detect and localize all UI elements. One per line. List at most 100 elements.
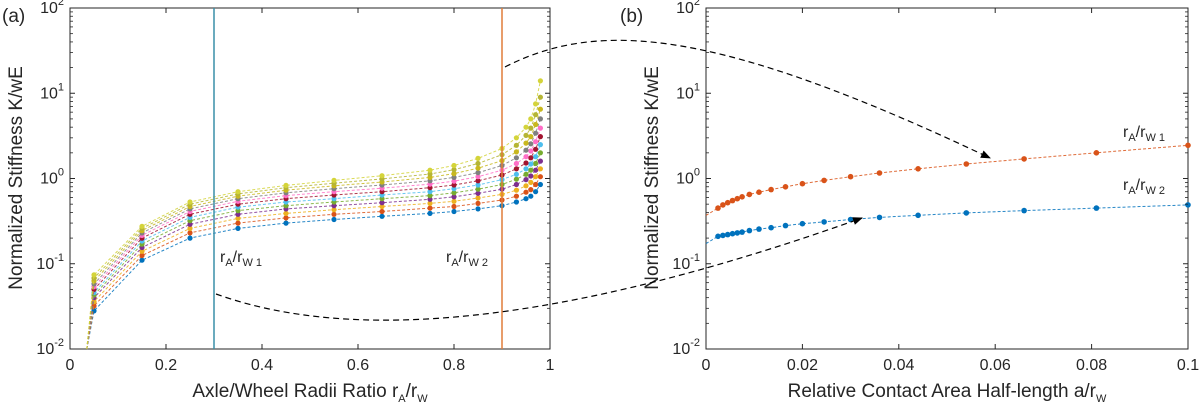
data-point [537, 150, 544, 156]
data-point [513, 187, 520, 193]
data-point [756, 226, 762, 232]
data-point [451, 208, 457, 215]
x-tick-label: 0 [702, 357, 711, 374]
series [705, 202, 1191, 245]
data-point [513, 199, 520, 205]
data-point [513, 176, 520, 182]
data-point [533, 101, 539, 107]
data-point [283, 210, 289, 216]
data-point [724, 199, 731, 206]
data-point [475, 165, 481, 171]
y-tick-label: 101 [676, 81, 700, 102]
annotation-rw2: rA/rW 2 [446, 249, 488, 269]
panel-a-y-ticks: 10-2 10-1 100 101 102 [36, 0, 550, 358]
data-point [523, 183, 529, 189]
panel-b-y-axis-label: Normalized Stiffness K/wE [642, 66, 663, 290]
data-point [533, 154, 539, 160]
data-point [746, 191, 753, 198]
series-label-rw1: rA/rW 1 [1123, 124, 1165, 144]
data-point [427, 171, 433, 177]
data-point [528, 155, 534, 161]
data-point [427, 205, 433, 211]
panel-b-x-ticks: 0 0.02 0.04 0.06 0.08 0.1 [702, 8, 1199, 374]
data-point [283, 220, 289, 226]
panel-b-series-group [705, 142, 1191, 245]
data-point [475, 190, 481, 196]
data-point [523, 124, 529, 130]
data-point [187, 221, 193, 227]
data-point [475, 174, 481, 180]
data-point [427, 185, 433, 191]
data-point [513, 142, 520, 148]
data-point [451, 190, 457, 196]
data-point [475, 155, 481, 161]
data-point [91, 272, 97, 278]
data-point [451, 182, 457, 188]
data-point [768, 186, 774, 193]
data-point [283, 203, 289, 209]
data-point [513, 135, 520, 141]
data-point [739, 229, 745, 235]
data-point [283, 215, 289, 221]
data-point [523, 140, 529, 146]
data-point [537, 166, 544, 172]
panel-b-y-ticks: 10-2 10-1 100 101 102 [672, 0, 1188, 358]
data-point [734, 195, 741, 202]
data-point [537, 174, 544, 180]
data-point [915, 212, 921, 219]
y-tick-label: 100 [676, 167, 700, 188]
data-point [523, 196, 529, 202]
data-point [379, 173, 385, 179]
data-point [729, 230, 736, 237]
x-tick-label: 0.08 [1076, 357, 1107, 374]
data-point [523, 147, 529, 153]
panel-a-plot-area [69, 7, 551, 350]
data-point [513, 166, 520, 172]
data-point [746, 227, 753, 234]
data-point [533, 130, 539, 136]
data-point [739, 194, 745, 200]
data-point [331, 211, 337, 217]
x-tick-label: 0.6 [347, 357, 369, 374]
data-point [847, 216, 854, 223]
data-point [475, 170, 481, 176]
series-label-rw2: rA/rW 2 [1123, 177, 1165, 197]
panel-b-label: (b) [620, 6, 643, 27]
data-point [533, 121, 539, 128]
data-point [528, 167, 534, 173]
x-tick-label: 0.8 [443, 357, 465, 374]
data-point [475, 182, 481, 188]
data-point [1021, 156, 1027, 162]
data-point [720, 232, 726, 239]
data-point [451, 186, 457, 192]
data-point [821, 177, 827, 184]
data-point [139, 257, 145, 263]
data-point [139, 252, 145, 259]
data-point [734, 230, 741, 236]
data-point [379, 213, 385, 219]
data-point [756, 189, 762, 195]
panel-b-plot-area [705, 7, 1189, 350]
data-point [139, 248, 145, 254]
x-tick-label: 0.04 [883, 357, 914, 374]
y-tick-label: 10-2 [36, 337, 64, 358]
data-point [523, 171, 529, 177]
panel-a-y-axis-label: Normalized Stiffness K/wE [6, 66, 27, 290]
data-point [427, 210, 433, 216]
y-tick-label: 100 [40, 167, 64, 188]
data-point [187, 235, 193, 241]
series [86, 181, 544, 350]
x-tick-label: 0.4 [251, 357, 273, 374]
data-point [427, 189, 433, 195]
data-point [537, 181, 544, 188]
data-point [379, 203, 385, 210]
data-point [451, 194, 457, 200]
data-point [1093, 150, 1100, 156]
data-point [379, 200, 385, 206]
data-point [537, 94, 544, 100]
data-point [523, 154, 529, 160]
data-point [235, 211, 241, 217]
series [86, 166, 544, 350]
panel-a-x-ticks: 0 0.2 0.4 0.6 0.8 1 [66, 8, 555, 374]
data-point [528, 173, 534, 179]
